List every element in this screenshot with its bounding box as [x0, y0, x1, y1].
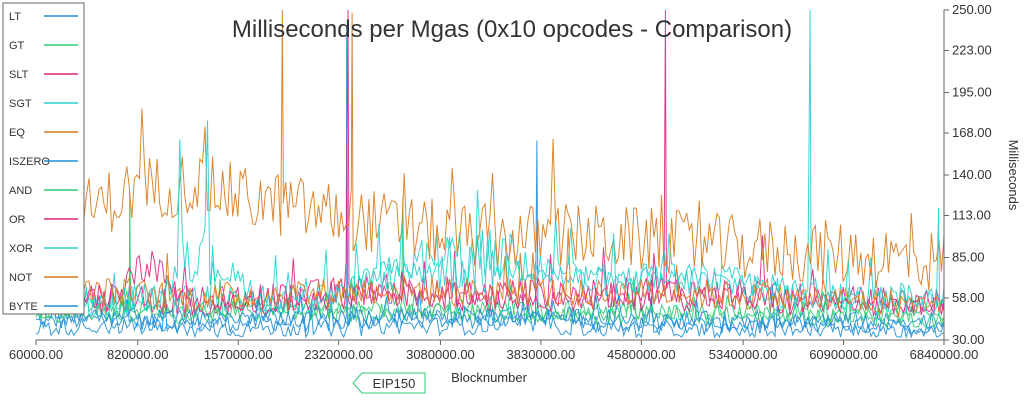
y-ticks: 30.00 58.00 85.00 113.00 140.00 168.00 195.00 2… [944, 2, 992, 347]
y-tick-label: 195.00 [952, 85, 992, 100]
series-line-sgt [35, 9, 945, 317]
annotation-box [352, 372, 426, 394]
legend-label: XOR [9, 243, 33, 255]
x-tick-label: 5340000.00 [709, 347, 778, 362]
legend-box [2, 2, 85, 315]
x-tick-label: 6090000.00 [809, 347, 878, 362]
chart-title: Milliseconds per Mgas (0x10 opcodes - Co… [232, 16, 792, 43]
legend-label: BYTE [9, 301, 38, 313]
legend-label: GT [9, 40, 25, 52]
series-line-byte [35, 291, 945, 333]
y-tick-label: 85.00 [952, 250, 985, 265]
y-tick-label: 30.00 [952, 332, 985, 347]
annotation-eip150: EIP150 [352, 372, 426, 394]
legend-label: OR [9, 214, 26, 226]
series-line-eq [35, 9, 945, 291]
x-tick-label: 3080000.00 [406, 347, 475, 362]
y-tick-label: 140.00 [952, 167, 992, 182]
legend-label: LT [9, 11, 21, 23]
y-axis-title: Milliseconds [1006, 140, 1021, 211]
legend-label: EQ [9, 127, 25, 139]
legend-label: SLT [9, 69, 29, 81]
y-tick-label: 168.00 [952, 125, 992, 140]
x-tick-label: 2320000.00 [304, 347, 373, 362]
legend-label: AND [9, 185, 32, 197]
y-tick-label: 250.00 [952, 2, 992, 17]
y-tick-label: 113.00 [952, 208, 991, 223]
series-line-lt [35, 24, 945, 338]
x-axis-title: Blocknumber [451, 370, 528, 385]
x-tick-label: 820000.00 [107, 347, 168, 362]
legend-label: NOT [9, 272, 33, 284]
legend-label: ISZERO [9, 156, 50, 168]
x-tick-label: 6840000.00 [910, 347, 979, 362]
legend-label: SGT [9, 98, 32, 110]
series-line-not [35, 228, 945, 318]
legend: LT GT SLT SGT EQ ISZERO AND OR XOR NOT BYTE [2, 2, 85, 315]
x-tick-label: 3830000.00 [507, 347, 576, 362]
x-tick-label: 4580000.00 [607, 347, 676, 362]
x-tick-label: 60000.00 [9, 347, 63, 362]
annotation-label: EIP150 [373, 376, 416, 391]
series-line-or [35, 245, 945, 318]
x-tick-label: 1570000.00 [204, 347, 273, 362]
y-tick-label: 58.00 [952, 290, 985, 305]
series-line-xor [35, 120, 945, 316]
series-lines [35, 9, 945, 339]
x-ticks: 60000.00 820000.00 1570000.00 2320000.00 308… [9, 340, 978, 362]
y-tick-label: 223.00 [952, 43, 992, 58]
